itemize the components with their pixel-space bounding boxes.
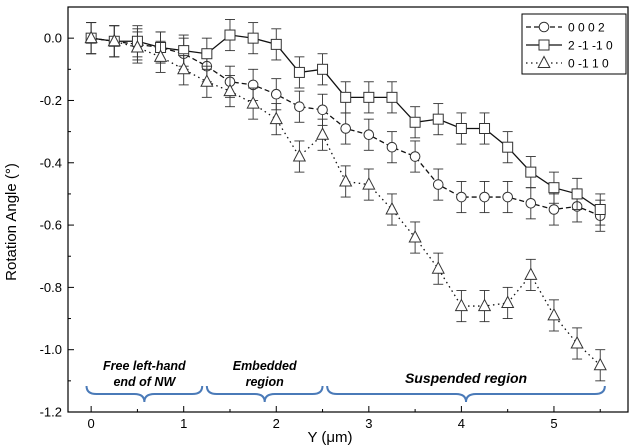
region-brace	[326, 385, 606, 403]
data-point-circle	[386, 141, 398, 153]
data-point-square	[525, 166, 537, 178]
data-point-triangle	[246, 96, 260, 109]
data-point-square	[455, 123, 467, 134]
data-point-circle	[270, 88, 282, 100]
y-tick-label: 0.0	[44, 31, 62, 46]
data-point-circle	[294, 101, 305, 112]
region-annotations: Free left-hand end of NW Embedded region Sus…	[85, 359, 606, 403]
region-label: Embedded	[233, 359, 297, 373]
data-point-square	[409, 116, 421, 128]
region-label: region	[246, 375, 285, 389]
x-tick-label: 5	[550, 416, 557, 431]
legend: 0 0 0 2 2 -1 -1 0 0 -1 1 0	[521, 13, 627, 75]
data-point-circle	[363, 129, 375, 141]
x-axis-title: Y (μm)	[307, 429, 352, 446]
data-point-triangle	[547, 307, 561, 321]
y-tick-label: -0.6	[40, 218, 62, 233]
data-series	[84, 19, 607, 382]
region-brace	[205, 385, 324, 403]
data-point-triangle	[524, 267, 538, 280]
x-tick-label: 3	[365, 416, 372, 431]
legend-label: 0 0 0 2	[568, 21, 605, 35]
data-point-circle	[502, 191, 513, 203]
data-point-triangle	[454, 298, 469, 312]
y-tick-label: -1.2	[40, 405, 62, 420]
y-tick-label: -0.8	[40, 280, 62, 295]
y-tick-label: -0.4	[40, 155, 62, 170]
data-point-square	[594, 204, 606, 215]
y-tick-label: -0.2	[40, 93, 62, 108]
data-point-square	[270, 38, 282, 50]
data-point-triangle	[431, 261, 445, 274]
legend-marker-triangle	[537, 55, 551, 68]
data-point-triangle	[84, 30, 98, 44]
region-annotation: Free left-hand end of NW	[85, 359, 204, 403]
data-point-square	[340, 91, 352, 103]
data-point-square	[432, 113, 444, 125]
data-point-square	[571, 188, 583, 200]
region-label: Free left-hand	[103, 359, 186, 373]
region-brace	[85, 385, 204, 403]
x-tick-label: 2	[273, 416, 280, 431]
data-point-circle	[548, 204, 560, 215]
series-triangle	[84, 22, 607, 382]
data-point-triangle	[200, 74, 214, 87]
data-point-square	[363, 91, 375, 103]
data-point-triangle	[501, 295, 515, 308]
data-point-circle	[525, 197, 537, 209]
data-point-circle	[456, 191, 467, 203]
region-annotation: Suspended region	[326, 370, 606, 403]
legend-label: 0 -1 1 0	[568, 57, 609, 71]
data-point-circle	[409, 151, 421, 162]
data-point-triangle	[477, 298, 492, 312]
data-point-circle	[340, 123, 351, 134]
data-point-triangle	[153, 49, 168, 62]
data-point-triangle	[292, 148, 307, 162]
data-point-triangle	[362, 177, 376, 190]
data-point-square	[548, 182, 560, 194]
legend-marker-square	[538, 39, 550, 51]
x-tick-label: 1	[180, 416, 187, 431]
data-point-square	[293, 66, 305, 78]
region-annotation: Embedded region	[205, 359, 324, 403]
legend-marker-circle	[538, 21, 550, 33]
data-point-square	[201, 48, 213, 60]
data-point-triangle	[107, 33, 121, 47]
axes	[67, 6, 629, 413]
x-tick-label: 4	[458, 416, 465, 431]
data-point-square	[479, 123, 491, 134]
data-point-circle	[432, 179, 444, 190]
x-tick-label: 0	[88, 416, 95, 431]
data-point-triangle	[130, 39, 145, 53]
data-point-triangle	[339, 173, 353, 187]
data-point-circle	[479, 191, 490, 203]
region-label: end of NW	[113, 375, 176, 389]
plot-frame	[67, 6, 629, 413]
data-point-triangle	[223, 83, 237, 97]
legend-label: 2 -1 -1 0	[568, 39, 613, 53]
tick-labels: 0.0 -0.2 -0.4 -0.6 -0.8 -1.0 -1.2 0 1 2 3 4 5	[40, 31, 558, 431]
data-point-triangle	[570, 335, 584, 349]
data-point-triangle	[408, 229, 422, 243]
tick-marks	[68, 37, 601, 413]
data-point-triangle	[177, 61, 191, 75]
data-point-triangle	[315, 127, 330, 140]
data-point-square	[386, 91, 398, 103]
data-point-square	[502, 141, 514, 153]
data-point-square	[247, 32, 259, 44]
data-point-triangle	[269, 111, 283, 125]
data-point-triangle	[385, 201, 399, 215]
y-tick-label: -1.0	[40, 342, 62, 357]
data-point-square	[224, 29, 236, 41]
region-label: Suspended region	[405, 370, 527, 386]
data-point-triangle	[593, 357, 607, 371]
data-point-square	[317, 63, 329, 75]
data-point-circle	[317, 104, 328, 116]
y-axis-title: Rotation Angle (°)	[3, 163, 20, 281]
